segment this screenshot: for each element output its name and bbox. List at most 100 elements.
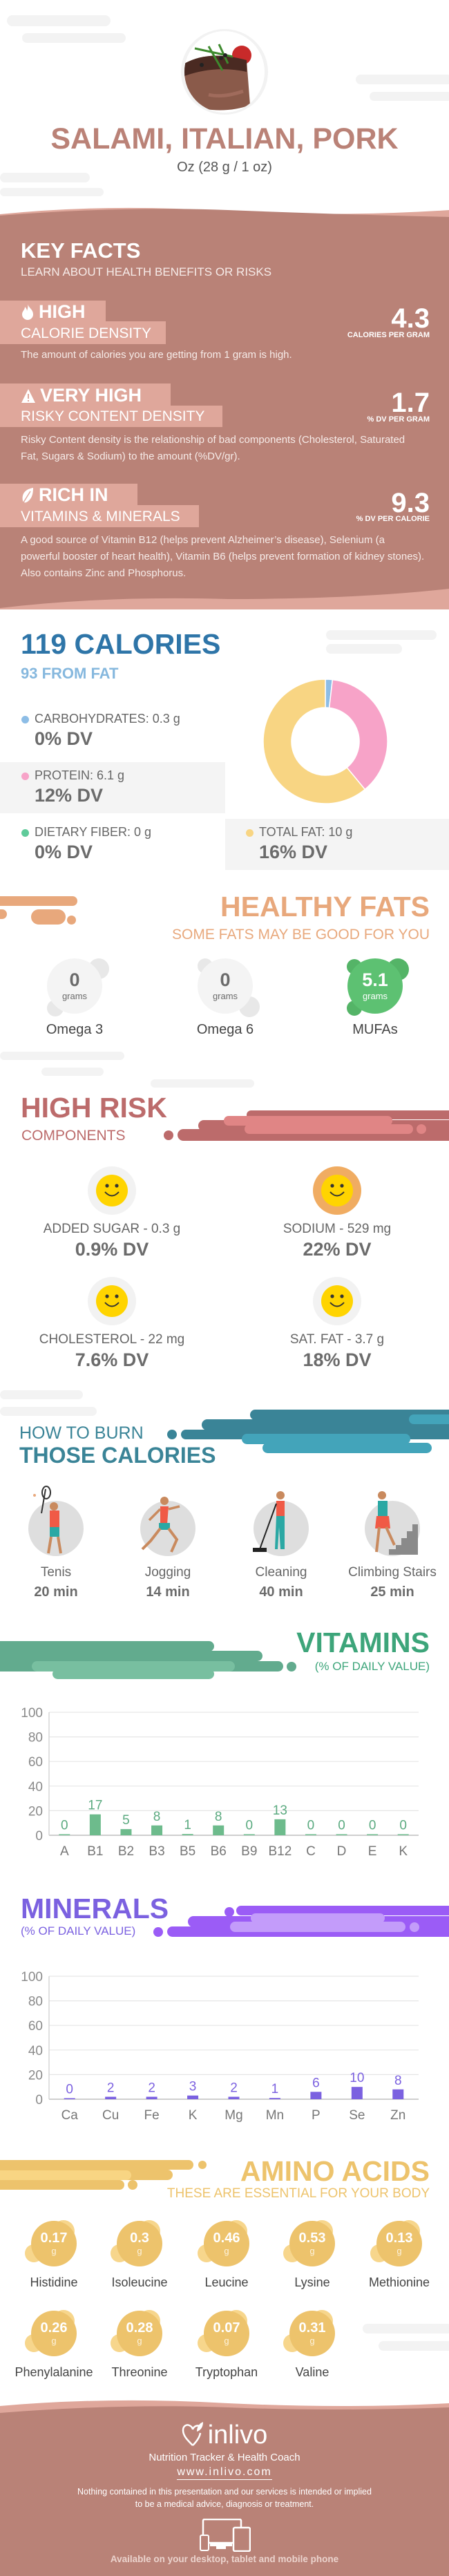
decor-cloud <box>151 1079 254 1088</box>
fat-name: MUFAs <box>352 1022 398 1037</box>
steak-photo-icon <box>184 31 265 113</box>
label-badge <box>0 406 222 427</box>
macro-dv: 0% DV <box>35 728 93 749</box>
amino-name: Tryptophan <box>195 2365 258 2379</box>
amino-unit: g <box>309 2246 315 2256</box>
amino-bubble: 0.26 g <box>25 2310 82 2356</box>
bar-value-label: 8 <box>394 2074 402 2088</box>
smiley-face-icon <box>88 1277 136 1325</box>
fact-description: The amount of calories you are getting f… <box>21 349 292 361</box>
decor-cloud <box>0 1390 83 1399</box>
amino-value: 0.26 <box>40 2320 68 2336</box>
x-tick-label: P <box>312 2108 321 2123</box>
amino-value: 0.17 <box>40 2231 68 2246</box>
decor-bar <box>224 1116 392 1126</box>
decor-cloud <box>370 92 449 101</box>
y-tick-label: 60 <box>28 1755 43 1770</box>
bar-value-label: 2 <box>230 2081 238 2095</box>
jogger-icon <box>140 1497 195 1556</box>
bar-value-label: 0 <box>66 2083 73 2097</box>
decor-cloud <box>22 33 126 43</box>
disclaimer-line-1: Nothing contained in this presentation a… <box>77 2487 372 2497</box>
warning-icon <box>21 388 35 403</box>
macro-label: DIETARY FIBER: 0 g <box>35 825 152 839</box>
amino-acid-item: 0.07 g Tryptophan <box>184 2310 269 2379</box>
amino-unit: g <box>51 2336 57 2346</box>
amino-name: Phenylalanine <box>15 2365 93 2379</box>
decor-cloud <box>326 644 402 654</box>
x-tick-label: E <box>368 1844 377 1859</box>
decor-dot <box>287 1662 296 1671</box>
bar <box>59 1834 70 1835</box>
amino-bubble: 0.17 g <box>25 2220 82 2266</box>
bar <box>187 2095 199 2099</box>
decor-bar <box>242 1434 410 1444</box>
bar-value-label: 17 <box>88 1799 102 1813</box>
decor-bar <box>52 1669 214 1679</box>
bar-value-label: 0 <box>369 1819 376 1833</box>
fact-label: VITAMINS & MINERALS <box>21 509 180 524</box>
amino-value: 0.28 <box>126 2320 153 2336</box>
x-tick-label: Zn <box>390 2108 405 2123</box>
website-link[interactable]: www.inlivo.com <box>177 2467 272 2480</box>
label-badge <box>0 505 199 527</box>
x-tick-label: B5 <box>180 1844 195 1859</box>
tagline: Nutrition Tracker & Health Coach <box>149 2452 300 2463</box>
brand-name: inlivo <box>207 2421 268 2450</box>
x-tick-label: B6 <box>211 1844 227 1859</box>
activity-name: Cleaning <box>255 1565 307 1580</box>
decor-bar <box>236 1906 449 1915</box>
fat-value-circle: 5.1 grams <box>347 958 403 1014</box>
amino-value-circle: 0.07 g <box>204 2311 249 2356</box>
y-tick-label: 20 <box>28 2068 43 2083</box>
minerals-subtitle: (% OF DAILY VALUE) <box>21 1924 136 1938</box>
amino-bubble: 0.28 g <box>111 2310 167 2356</box>
amino-value-circle: 0.46 g <box>204 2221 249 2266</box>
bar-value-label: 1 <box>271 2082 279 2096</box>
bar <box>274 1819 286 1835</box>
vitamins-bar-chart: 0 20 40 60 80 100 0 A 17 B1 5 B2 8 B3 1 B5 8 B6 0 B9 13 B12 0 C… <box>21 1706 419 1859</box>
decor-cloud <box>0 1407 97 1416</box>
amino-acid-item: 0.17 g Histidine <box>11 2220 97 2289</box>
decor-bar <box>0 909 7 919</box>
amino-unit: g <box>224 2246 229 2256</box>
calories-title: 119 CALORIES <box>21 628 221 660</box>
activity-name: Climbing Stairs <box>348 1565 437 1580</box>
bar-value-label: 0 <box>61 1819 68 1833</box>
decor-bar <box>409 1414 449 1424</box>
decor-dot <box>410 1922 419 1932</box>
bar <box>228 2096 240 2099</box>
bar <box>182 1834 193 1835</box>
amino-bubble: 0.3 g <box>111 2220 167 2266</box>
amino-bubble: 0.13 g <box>370 2220 427 2266</box>
bar <box>151 1825 163 1835</box>
decor-dot <box>224 1907 234 1917</box>
x-tick-label: B3 <box>149 1844 164 1859</box>
level-badge <box>0 484 137 506</box>
bar <box>336 1834 347 1835</box>
activity-minutes: 25 min <box>370 1584 414 1600</box>
decor-bar <box>31 909 66 925</box>
level-badge <box>0 301 106 322</box>
amino-unit: g <box>137 2246 142 2256</box>
donut-slice <box>262 679 366 804</box>
risk-item: SAT. FAT - 3.7 g 18% DV <box>233 1276 441 1370</box>
activity-name: Jogging <box>144 1565 191 1580</box>
amino-value-circle: 0.3 g <box>117 2221 162 2266</box>
bar-value-label: 8 <box>215 1810 222 1824</box>
fact-unit: % DV PER GRAM <box>367 415 430 424</box>
x-tick-label: Se <box>349 2108 365 2123</box>
high-risk-title: HIGH RISK <box>21 1092 167 1124</box>
risk-item: ADDED SUGAR - 0.3 g 0.9% DV <box>8 1166 216 1259</box>
amino-acid-item: 0.3 g Isoleucine <box>97 2220 182 2289</box>
amino-acid-item: 0.26 g Phenylalanine <box>11 2310 97 2379</box>
smiley-face-icon <box>313 1166 361 1215</box>
fat-value-circle: 0 grams <box>47 958 102 1014</box>
amino-bubble: 0.07 g <box>198 2310 254 2356</box>
decor-dot <box>198 2161 207 2169</box>
macro-label: PROTEIN: 6.1 g <box>35 768 125 782</box>
amino-unit: g <box>137 2336 142 2346</box>
bar-value-label: 0 <box>307 1819 315 1833</box>
bar <box>243 1834 255 1835</box>
fat-value-circle: 0 grams <box>198 958 253 1014</box>
